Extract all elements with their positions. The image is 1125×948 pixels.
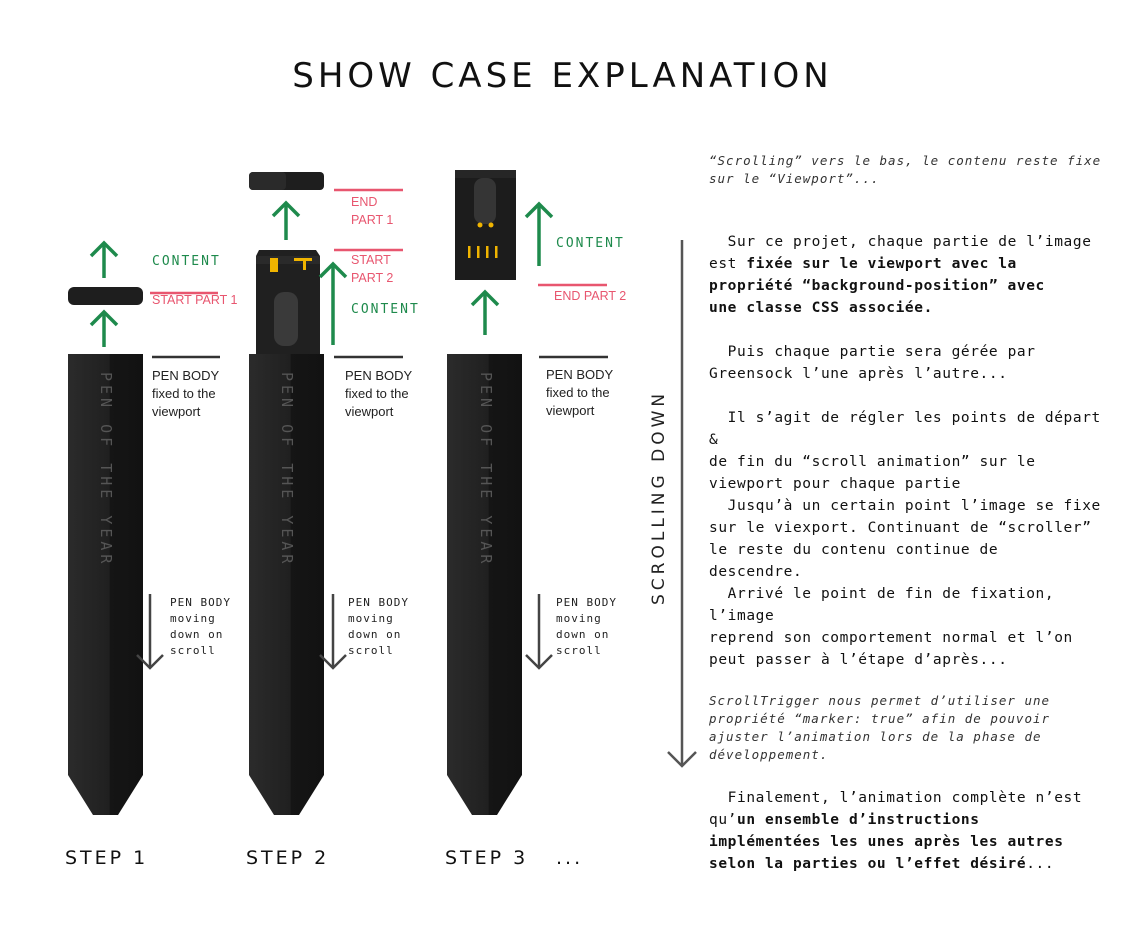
paragraph-4: Jusqu’à un certain point l’image se fixe… (709, 498, 1101, 668)
pen-body-moving-label: PEN BODY moving down on scroll (170, 596, 231, 657)
ellipsis-label: ... (556, 847, 584, 869)
page-title: SHOW CASE EXPLANATION (292, 56, 833, 96)
up-arrow-icon (89, 240, 119, 278)
pen-body-fixed-label: PEN BODY fixed to the viewport (152, 368, 220, 419)
content-label: CONTENT (152, 254, 221, 269)
step-3-label: STEP 3 (445, 847, 529, 869)
content-label: CONTENT (351, 302, 420, 317)
start-part-2-label: START PART 2 (351, 253, 394, 285)
pen-engraving: PEN OF THE YEAR (97, 372, 115, 567)
pen-body-fixed-label: PEN BODY fixed to the viewport (546, 367, 614, 418)
pen-body-fixed-label: PEN BODY fixed to the viewport (345, 368, 413, 419)
step-3-figure (447, 170, 608, 815)
start-part-1-label: START PART 1 (152, 293, 238, 307)
content-label: CONTENT (556, 236, 625, 251)
step-2-figure (249, 172, 403, 815)
pen-body (249, 354, 324, 815)
up-arrow-icon (524, 201, 554, 266)
paragraph-3: Il s’agit de régler les points de départ… (709, 410, 1101, 492)
paragraph-1: Sur ce projet, chaque partie de l’image … (709, 234, 1092, 316)
pen-engraving: PEN OF THE YEAR (477, 372, 495, 567)
pen-engraving: PEN OF THE YEAR (278, 372, 296, 567)
scroll-down-arrow-icon (667, 240, 697, 768)
note-top: “Scrolling” vers le bas, le contenu rest… (709, 153, 1102, 186)
pen-body (68, 354, 143, 815)
step-1-label: STEP 1 (65, 847, 149, 869)
step-2-label: STEP 2 (246, 847, 330, 869)
step-1-figure (68, 240, 220, 815)
scrolling-down-label: SCROLLING DOWN (649, 390, 669, 605)
pen-body (447, 354, 522, 815)
down-arrow-icon (525, 594, 553, 670)
paragraph-2: Puis chaque partie sera gérée par Greens… (709, 344, 1036, 382)
up-arrow-icon (318, 261, 348, 345)
pen-cap (68, 287, 143, 305)
up-arrow-icon (470, 289, 500, 335)
down-arrow-icon (319, 594, 347, 670)
paragraph-5: Finalement, l’animation complète n’est q… (709, 790, 1083, 872)
end-part-2-label: END PART 2 (554, 289, 627, 303)
up-arrow-icon (89, 309, 119, 347)
down-arrow-icon (136, 594, 164, 670)
pen-body-moving-label: PEN BODY moving down on scroll (556, 596, 617, 657)
pen-body-moving-label: PEN BODY moving down on scroll (348, 596, 409, 657)
up-arrow-icon (271, 200, 301, 240)
note-bottom: ScrollTrigger nous permet d’utiliser une… (709, 693, 1051, 762)
end-part-1-label: END PART 1 (351, 195, 394, 227)
